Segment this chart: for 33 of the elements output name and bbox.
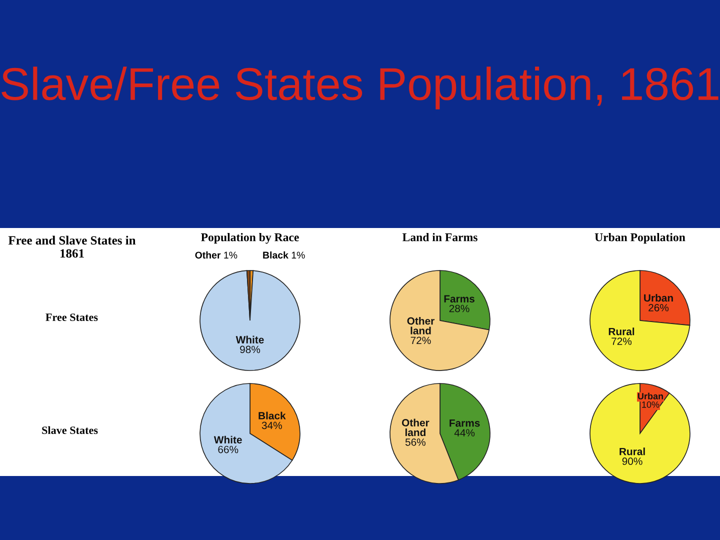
slice-label: Other [195,251,221,259]
data-label: 56% [405,438,426,446]
data-label: 1% [224,252,238,259]
data-label: 90% [622,458,642,465]
slice-label: White [236,336,264,344]
data-label: 44% [454,429,475,436]
slice-label: Farms [450,419,480,427]
data-label: 26% [648,304,669,312]
slice-label: Other land [407,317,434,334]
slice-label: Rural [620,448,645,456]
chart-title: Urban Population [594,232,686,244]
slice-label: Urban [644,294,673,302]
slice-label: Black [263,251,288,259]
text: Free and Slave States in 1861 [8,236,136,258]
text: Free States [46,314,98,322]
data-label: 28% [449,304,470,312]
chart-title: Land in Farms [402,232,478,242]
data-label: 72% [410,336,431,344]
data-label: 10% [642,401,660,408]
data-label: 66% [218,446,238,454]
slice-label: Farms [444,295,474,303]
slice-label: White [214,436,242,444]
data-label: 72% [612,338,632,345]
data-label: 98% [240,346,260,354]
text: Slave/Free States Population, 1861 [2,66,718,110]
slice-label: Black [258,412,286,420]
data-label: 34% [262,422,282,430]
slice-label: Rural [608,328,634,336]
slice-label: Other land [402,418,430,436]
chart-title: Population by Race [201,232,299,244]
slice-label: Urban [638,392,663,400]
text: Slave States [42,426,98,434]
data-label: 1% [292,252,305,259]
